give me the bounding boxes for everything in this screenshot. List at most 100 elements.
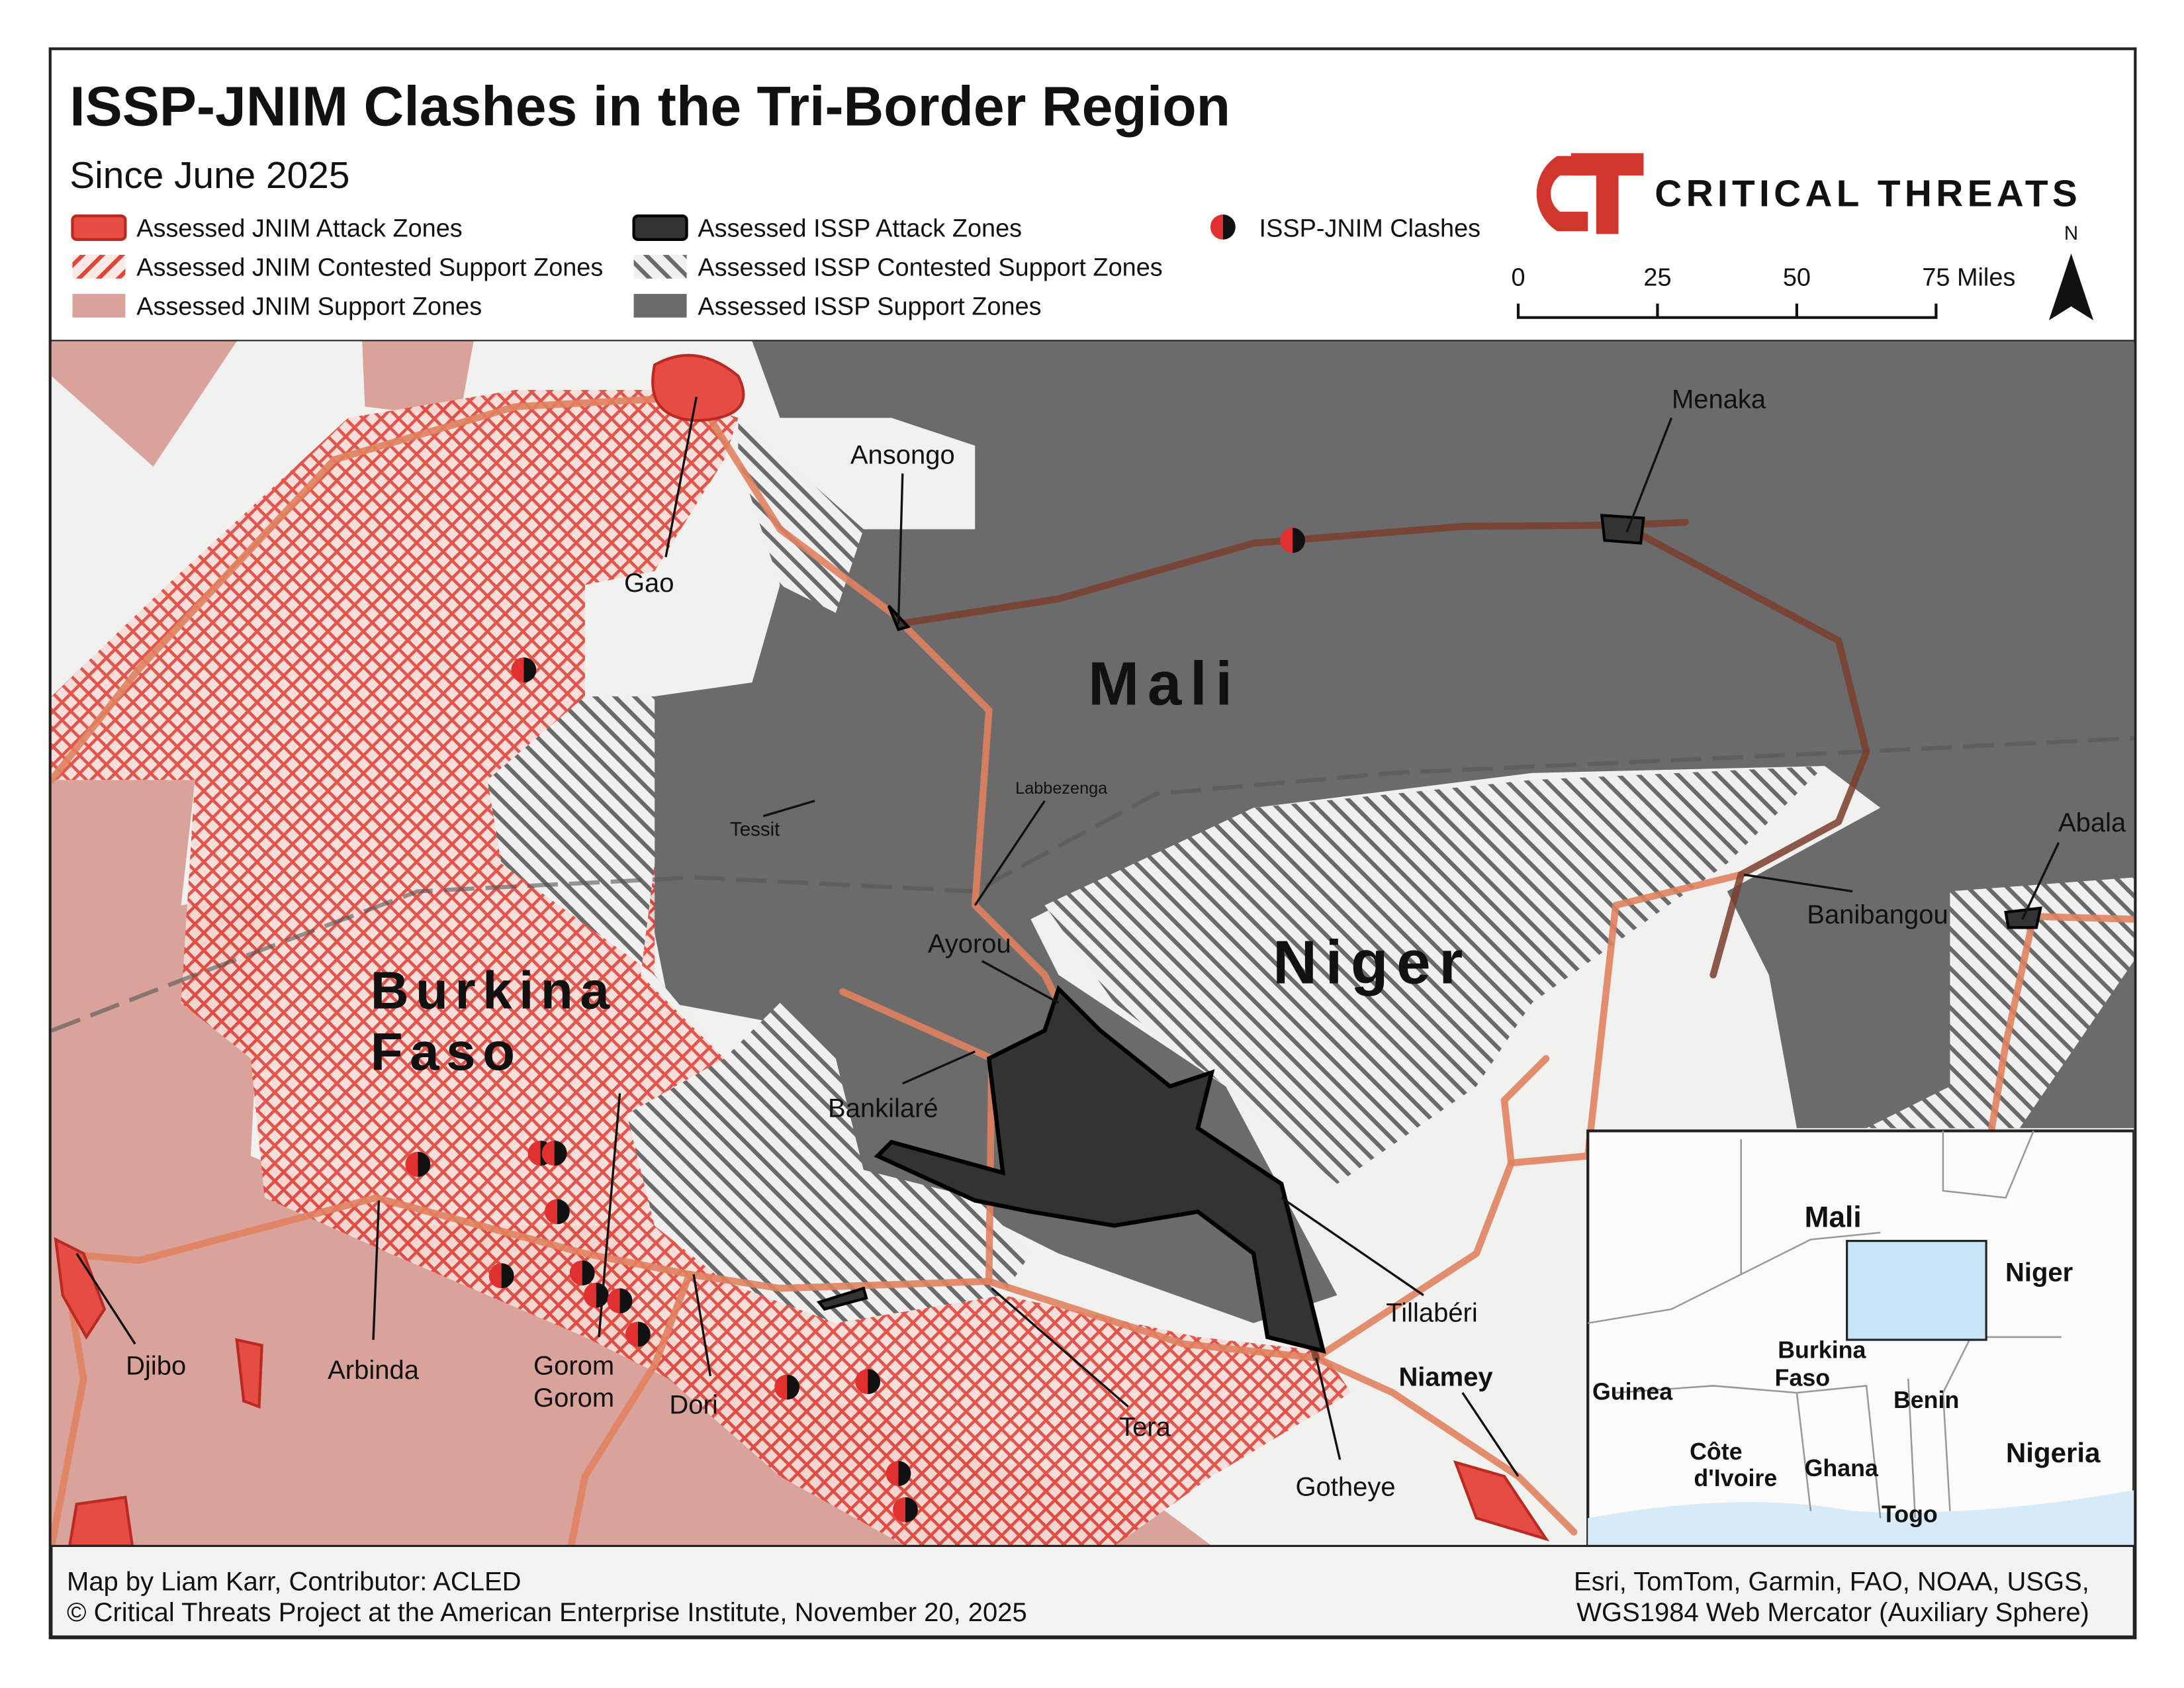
clash-marker <box>501 1263 514 1289</box>
inset-label: Burkina <box>1778 1336 1866 1363</box>
map-shape <box>1210 214 1223 240</box>
country-label: Faso <box>371 1022 522 1081</box>
place-label: Dori <box>669 1391 717 1420</box>
place-label: Tera <box>1119 1413 1171 1442</box>
main-map: Mali Niger Burkina Faso Gao Ansongo Mena… <box>51 341 2134 1546</box>
map-shape <box>487 696 1031 1323</box>
footer-text: WGS1984 Web Mercator (Auxiliary Sphere) <box>1576 1598 2089 1627</box>
map-shape <box>1516 303 1938 319</box>
map-shape <box>235 1338 263 1409</box>
map-shape <box>71 214 127 241</box>
map-shape <box>1570 153 1644 234</box>
inset-label: Nigeria <box>2006 1437 2101 1468</box>
clash-marker <box>898 1461 911 1486</box>
inset-label: Guinea <box>1592 1378 1673 1405</box>
clash-marker <box>787 1374 800 1400</box>
inset-label: Togo <box>1882 1501 1938 1528</box>
map-shape <box>633 293 687 318</box>
map-shape <box>362 341 474 418</box>
map-shape <box>51 341 237 467</box>
clash-marker <box>511 657 524 682</box>
clash-marker <box>868 1369 881 1395</box>
legend: Assessed JNIM Attack Zones Assessed JNIM… <box>71 214 1480 321</box>
clash-marker <box>583 1282 596 1308</box>
north-arrow: N <box>2048 222 2094 320</box>
jnim-attack-zone <box>651 353 745 422</box>
place-label: Bankilaré <box>828 1094 938 1123</box>
map-shape <box>1312 871 1745 1362</box>
map-shape <box>1500 1055 1550 1167</box>
place-label: Arbinda <box>328 1356 420 1385</box>
country-label: Niger <box>1273 927 1471 996</box>
inset-label: Benin <box>1893 1387 1959 1413</box>
inset-label: Côte <box>1690 1438 1742 1465</box>
place-label: Menaka <box>1672 385 1766 414</box>
label: 75 Miles <box>1922 263 2015 291</box>
map-shape <box>51 390 1351 1546</box>
inset-label: d'Ivoire <box>1694 1465 1777 1491</box>
map-shape <box>693 393 1062 1007</box>
label: 25 <box>1643 263 1671 291</box>
clash-marker <box>855 1369 868 1395</box>
clash-marker <box>523 657 537 682</box>
map-shape <box>50 1544 2135 1638</box>
place-label: Ansongo <box>850 441 955 470</box>
label: 50 <box>1783 263 1811 291</box>
inset-label: Faso <box>1775 1364 1830 1391</box>
legend-label: Assessed JNIM Attack Zones <box>136 215 462 243</box>
title: ISSP-JNIM Clashes in the Tri-Border Regi… <box>69 75 1230 137</box>
subtitle: Since June 2025 <box>69 155 349 197</box>
clash-marker <box>488 1263 502 1289</box>
footer-text: © Critical Threats Project at the Americ… <box>67 1598 1027 1627</box>
country-label: Burkina <box>371 961 616 1019</box>
map-shape <box>1866 877 2134 1129</box>
clash-marker <box>527 1141 541 1166</box>
place-labels: Gao Ansongo Menaka Tessit Labbezenga Ayo… <box>126 385 2126 1501</box>
clash-marker <box>418 1151 431 1177</box>
clash-marker <box>405 1151 418 1177</box>
place-label: Djibo <box>126 1352 186 1381</box>
legend-label: Assessed JNIM Contested Support Zones <box>136 254 603 282</box>
place-label: Gorom <box>533 1383 614 1413</box>
map-shape <box>68 1495 134 1546</box>
place-label: Niamey <box>1398 1362 1493 1391</box>
map-shape <box>1588 1490 2134 1546</box>
clash-marker <box>905 1497 918 1523</box>
inset-label: Mali <box>1805 1201 1862 1234</box>
map-shape <box>2048 253 2094 320</box>
label: 0 <box>1511 263 1525 291</box>
label: CRITICAL THREATS <box>1655 173 2081 214</box>
place-label: Gao <box>624 569 674 598</box>
map-shape <box>72 255 126 279</box>
clash-marker <box>625 1321 638 1347</box>
map-shape <box>816 514 2042 1311</box>
map-shape <box>633 255 687 279</box>
legend-label: Assessed ISSP Support Zones <box>698 293 1041 321</box>
clash-marker <box>582 1260 595 1286</box>
place-label: Banibangou <box>1807 900 1948 929</box>
map-shape <box>1044 766 1825 1184</box>
place-label: Gorom <box>533 1352 614 1381</box>
leader-lines <box>75 397 2060 1477</box>
label: N <box>2064 222 2078 244</box>
clash-marker <box>886 1461 899 1486</box>
clash-marker <box>637 1321 651 1347</box>
map-shape <box>54 1237 107 1340</box>
clash-marker <box>569 1260 582 1286</box>
country-label: Mali <box>1088 649 1241 718</box>
map-shape <box>75 397 2060 1477</box>
place-label: Ayorou <box>928 929 1011 959</box>
place-label: Tillabéri <box>1386 1299 1477 1328</box>
clash-marker <box>1293 528 1306 553</box>
place-label: Abala <box>2058 808 2126 837</box>
inset-map: Mali Niger Burkina Faso Guinea Benin Côt… <box>1586 1129 2134 1546</box>
map-shape <box>72 293 126 318</box>
legend-label: Assessed JNIM Support Zones <box>136 293 482 321</box>
clash-marker <box>554 1141 567 1166</box>
footer-text: Map by Liam Karr, Contributor: ACLED <box>67 1568 522 1597</box>
map-shape <box>51 780 1212 1546</box>
scale-bar: 0 25 50 75 Miles <box>1511 263 2015 319</box>
legend-label: Assessed ISSP Attack Zones <box>698 215 1022 243</box>
footer-text: Esri, TomTom, Garmin, FAO, NOAA, USGS, <box>1574 1568 2089 1597</box>
